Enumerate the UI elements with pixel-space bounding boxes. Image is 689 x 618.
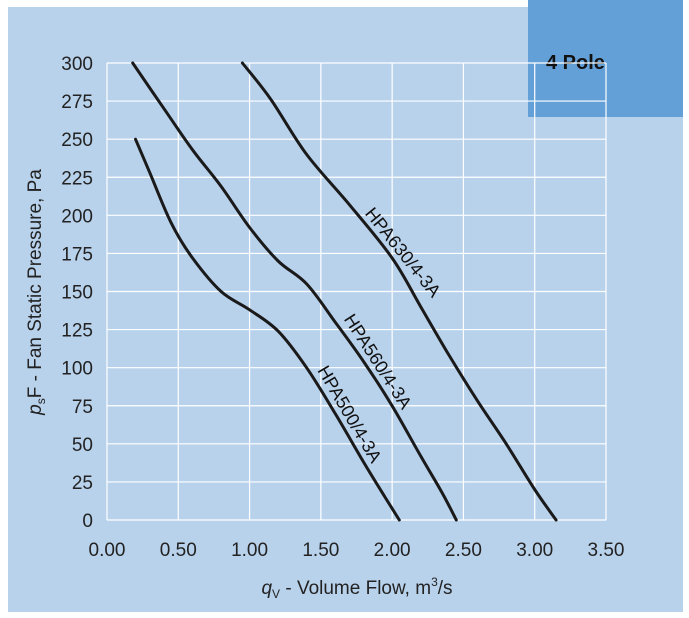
x-tick-label: 2.00 xyxy=(374,540,411,561)
y-tick-label: 100 xyxy=(61,359,93,380)
y-tick-label: 25 xyxy=(72,473,93,494)
x-tick-label: 1.00 xyxy=(231,540,268,561)
y-axis-label: psF - Fan Static Pressure, Pa xyxy=(25,169,48,416)
y-tick-label: 300 xyxy=(61,54,93,75)
y-tick-label: 125 xyxy=(61,321,93,342)
y-tick-label: 0 xyxy=(82,511,93,532)
series-label-hpa630-4-3a: HPA630/4-3A xyxy=(361,204,445,301)
y-tick-label: 75 xyxy=(72,397,93,418)
x-tick-label: 2.50 xyxy=(445,540,482,561)
y-tick-label: 175 xyxy=(61,244,93,265)
x-tick-label: 1.50 xyxy=(302,540,339,561)
y-tick-label: 200 xyxy=(61,206,93,227)
x-tick-label: 3.50 xyxy=(588,540,625,561)
x-tick-label: 0.00 xyxy=(89,540,126,561)
y-tick-label: 50 xyxy=(72,435,93,456)
x-tick-label: 3.00 xyxy=(516,540,553,561)
x-axis-label: qV - Volume Flow, m3/s xyxy=(261,575,452,601)
y-tick-label: 275 xyxy=(61,92,93,113)
y-tick-label: 225 xyxy=(61,168,93,189)
y-tick-labels: 0 25 50 75 100 125 150 175 200 225 250 275 300 xyxy=(61,54,93,532)
x-tick-labels: 0.00 0.50 1.00 1.50 2.00 2.50 3.00 3.50 xyxy=(89,540,625,561)
y-tick-label: 250 xyxy=(61,130,93,151)
x-tick-label: 0.50 xyxy=(160,540,197,561)
y-tick-label: 150 xyxy=(61,283,93,304)
